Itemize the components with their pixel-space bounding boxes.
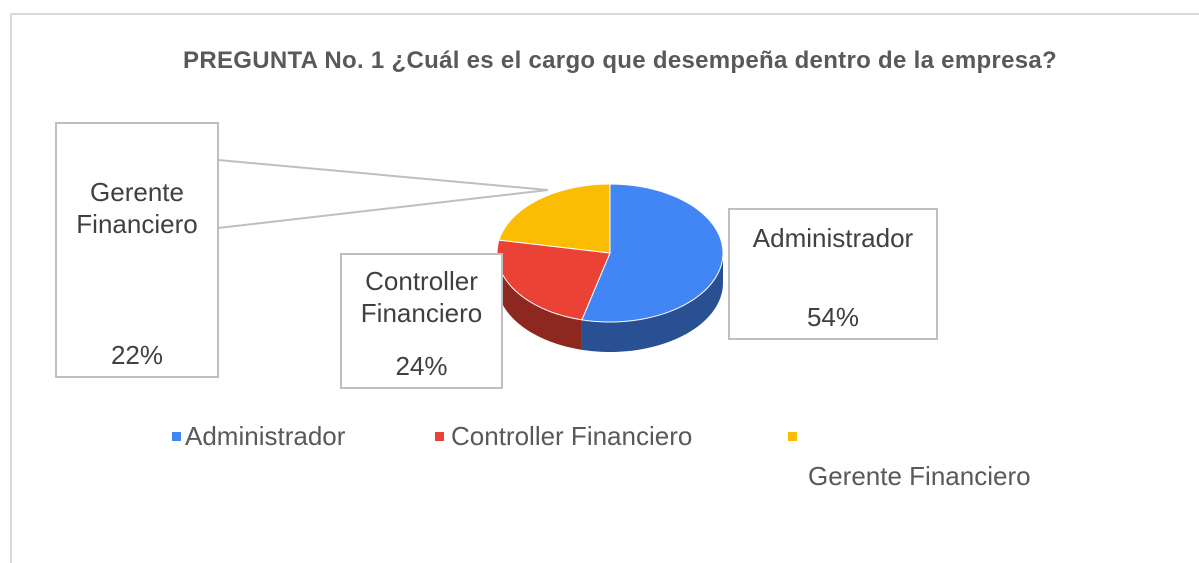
data-label-value: 24% [395, 351, 448, 381]
legend-marker [435, 432, 444, 441]
legend-label: Controller Financiero [451, 421, 693, 451]
data-label-box: Controller Financiero 24% [340, 253, 503, 389]
chart-title: PREGUNTA No. 1 ¿Cuál es el cargo que des… [183, 47, 1057, 74]
pie-slice [498, 183, 611, 254]
legend-label: Gerente Financiero [808, 461, 1031, 491]
data-label-value: 22% [110, 340, 164, 370]
data-label-category: Gerente Financiero [76, 177, 198, 239]
pie-side [497, 253, 582, 350]
data-label-category: Controller Financiero [360, 266, 483, 328]
data-label-box: Administrador 54% [728, 208, 938, 340]
pie-side [581, 253, 723, 352]
data-label-value: 54% [806, 302, 860, 332]
leader-line [217, 159, 549, 229]
chart-border [10, 13, 1199, 563]
legend-marker [788, 432, 797, 441]
legend-label: Administrador [185, 421, 346, 451]
pie-slice [581, 183, 724, 323]
data-label-box: Gerente Financiero 22% [55, 122, 219, 378]
legend-marker [172, 432, 181, 441]
data-label-category: Administrador [752, 223, 914, 253]
